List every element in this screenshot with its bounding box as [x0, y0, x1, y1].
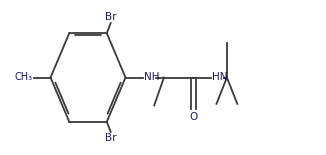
Text: NH: NH: [144, 72, 160, 82]
Text: Br: Br: [105, 133, 116, 143]
Text: O: O: [189, 112, 198, 122]
Text: HN: HN: [212, 72, 228, 82]
Text: CH₃: CH₃: [15, 73, 33, 82]
Text: Br: Br: [105, 12, 116, 22]
